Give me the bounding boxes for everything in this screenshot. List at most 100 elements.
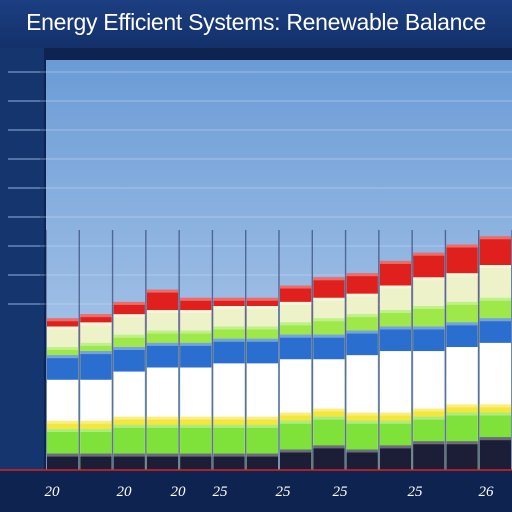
band-edge: [346, 355, 378, 359]
band-edge: [47, 326, 79, 330]
chart-title: Energy Efficient Systems: Renewable Bala…: [26, 9, 486, 35]
band-7-column: [379, 445, 412, 470]
band-edge: [47, 379, 79, 383]
band-edge: [146, 424, 179, 428]
band-edge: [479, 236, 511, 240]
band-edge: [446, 244, 478, 248]
band-7-column: [213, 453, 245, 470]
band-edge: [113, 314, 145, 318]
band-edge: [246, 297, 278, 301]
band-edge: [113, 416, 145, 420]
band-edge: [146, 453, 179, 457]
band-edge: [113, 334, 145, 338]
band-edge: [80, 351, 112, 355]
band-edge: [180, 330, 212, 334]
band-edge: [479, 297, 511, 301]
band-7-column: [413, 441, 445, 470]
band-edge: [213, 424, 245, 428]
x-tick-label: 25: [333, 484, 349, 500]
band-edge: [313, 416, 345, 420]
x-tick-label: 26: [479, 484, 495, 500]
band-edge: [379, 260, 412, 264]
band-edge: [313, 359, 345, 363]
band-edge: [80, 342, 112, 346]
band-edge: [246, 363, 278, 367]
band-edge: [213, 306, 245, 309]
band-edge: [479, 412, 511, 416]
band-edge: [313, 318, 345, 322]
band-edge: [346, 293, 378, 297]
band-edge: [47, 420, 79, 424]
band-edge: [479, 265, 511, 268]
band-edge: [146, 342, 179, 346]
band-7-column: [47, 453, 79, 470]
band-edge: [446, 322, 478, 326]
band-edge: [146, 289, 179, 293]
band-edge: [246, 416, 278, 420]
band-edge: [413, 416, 445, 420]
band-edge: [80, 420, 112, 424]
band-edge: [313, 334, 345, 338]
band-edge: [246, 453, 278, 457]
band-edge: [346, 412, 378, 416]
band-edge: [446, 412, 478, 416]
band-edge: [280, 412, 312, 416]
band-edge: [379, 412, 412, 416]
band-edge: [280, 359, 312, 363]
band-edge: [113, 424, 145, 428]
band-edge: [379, 310, 412, 314]
band-edge: [479, 404, 511, 408]
band-edge: [246, 326, 278, 330]
band-edge: [280, 285, 312, 289]
band-edge: [379, 326, 412, 330]
band-edge: [180, 453, 212, 457]
title-bar: Energy Efficient Systems: Renewable Bala…: [0, 0, 512, 48]
band-edge: [379, 285, 412, 289]
band-edge: [113, 347, 145, 350]
band-edge: [379, 420, 412, 424]
band-edge: [313, 277, 345, 281]
band-edge: [413, 326, 445, 330]
band-edge: [146, 416, 179, 420]
band-edge: [479, 437, 511, 441]
band-edge: [80, 314, 112, 318]
band-edge: [413, 441, 445, 445]
band-7-column: [246, 453, 278, 470]
band-edge: [213, 416, 245, 420]
band-edge: [346, 314, 378, 318]
band-edge: [213, 297, 245, 301]
band-7-column: [280, 449, 312, 470]
band-edge: [246, 338, 278, 342]
band-edge: [180, 342, 212, 346]
band-edge: [446, 273, 478, 277]
band-edge: [146, 310, 179, 314]
band-edge: [80, 379, 112, 383]
band-7-column: [446, 441, 478, 470]
band-edge: [280, 420, 312, 424]
y-axis-panel: [0, 48, 44, 470]
band-edge: [180, 416, 212, 420]
band-edge: [446, 301, 478, 305]
band-edge: [80, 322, 112, 326]
band-7-column: [180, 453, 212, 470]
x-tick-label: 25: [213, 484, 229, 500]
band-edge: [246, 424, 278, 428]
band-edge: [280, 449, 312, 453]
band-7-column: [146, 453, 179, 470]
band-edge: [180, 367, 212, 371]
band-edge: [346, 449, 378, 453]
band-edge: [346, 273, 378, 277]
band-edge: [379, 351, 412, 355]
band-edge: [446, 404, 478, 408]
x-tick-label: 20: [117, 484, 133, 500]
band-edge: [213, 363, 245, 367]
band-7-column: [313, 445, 345, 470]
band-edge: [446, 441, 478, 445]
band-edge: [346, 420, 378, 424]
x-axis-panel: [0, 470, 512, 512]
x-tick-label: 25: [408, 484, 424, 500]
band-7-column: [80, 453, 112, 470]
band-edge: [213, 453, 245, 457]
band-edge: [47, 453, 79, 457]
